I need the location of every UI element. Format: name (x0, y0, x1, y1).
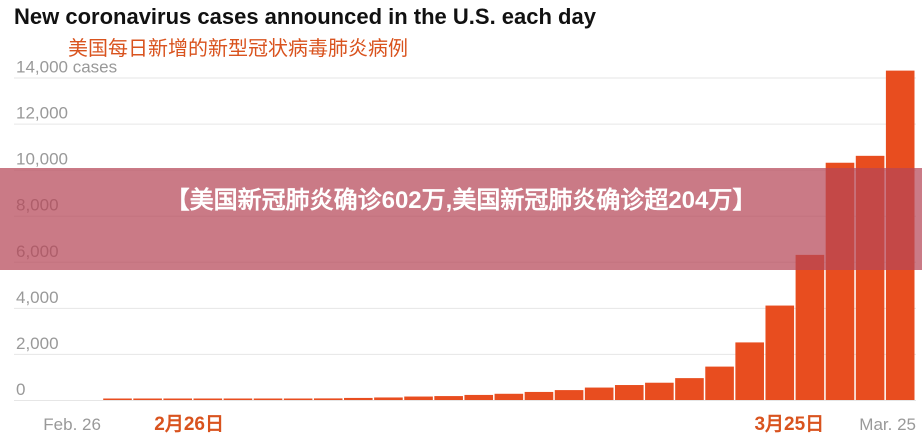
chart-title: New coronavirus cases announced in the U… (14, 4, 596, 29)
bar-mar-2 (193, 398, 223, 400)
bar-mar-9 (404, 396, 433, 400)
y-tick-label: 12,000 (16, 104, 68, 123)
bar-mar-18 (675, 378, 704, 400)
x-axis-ticks: Feb. 26 2月26日 3月25日 Mar. 25 (43, 414, 916, 435)
bar-mar-19 (705, 366, 734, 400)
x-tick-label: Feb. 26 (43, 415, 101, 434)
bar-mar-22 (795, 254, 825, 400)
chart-subtitle: 美国每日新增的新型冠状病毒肺炎病例 (68, 38, 408, 60)
y-tick-label: 10,000 (16, 150, 68, 169)
y-tick-label: 2,000 (16, 334, 59, 353)
x-tick-label-cn: 2月26日 (154, 414, 224, 435)
y-tick-label: 14,000 cases (16, 58, 117, 77)
bar-mar-10 (434, 396, 463, 400)
bar-mar-15 (584, 387, 614, 400)
bar-mar-6 (313, 398, 343, 400)
bar-mar-12 (494, 393, 524, 400)
bar-mar-8 (374, 397, 403, 400)
bar-mar-17 (645, 382, 674, 400)
bar-mar-4 (253, 398, 283, 400)
bar-feb-29 (133, 398, 162, 400)
bar-mar-7 (344, 397, 373, 400)
bar-mar-16 (614, 385, 644, 400)
x-tick-label: Mar. 25 (859, 415, 916, 434)
bar-mar-11 (464, 394, 494, 400)
headline-banner: 【美国新冠肺炎确诊602万,美国新冠肺炎确诊超204万】 (0, 168, 922, 270)
bar-mar-14 (554, 390, 584, 400)
x-tick-label-cn: 3月25日 (754, 414, 824, 435)
y-tick-label: 4,000 (16, 288, 59, 307)
bar-mar-5 (283, 398, 313, 400)
bar-mar-21 (765, 305, 795, 400)
bar-mar-20 (735, 342, 764, 400)
bar-mar-3 (223, 398, 253, 400)
bar-mar-13 (524, 391, 554, 400)
bar-mar-1 (163, 398, 193, 400)
headline-text: 【美国新冠肺炎确诊602万,美国新冠肺炎确诊超204万】 (165, 187, 757, 214)
y-tick-label: 0 (16, 380, 25, 399)
bar-feb-28 (103, 398, 132, 400)
